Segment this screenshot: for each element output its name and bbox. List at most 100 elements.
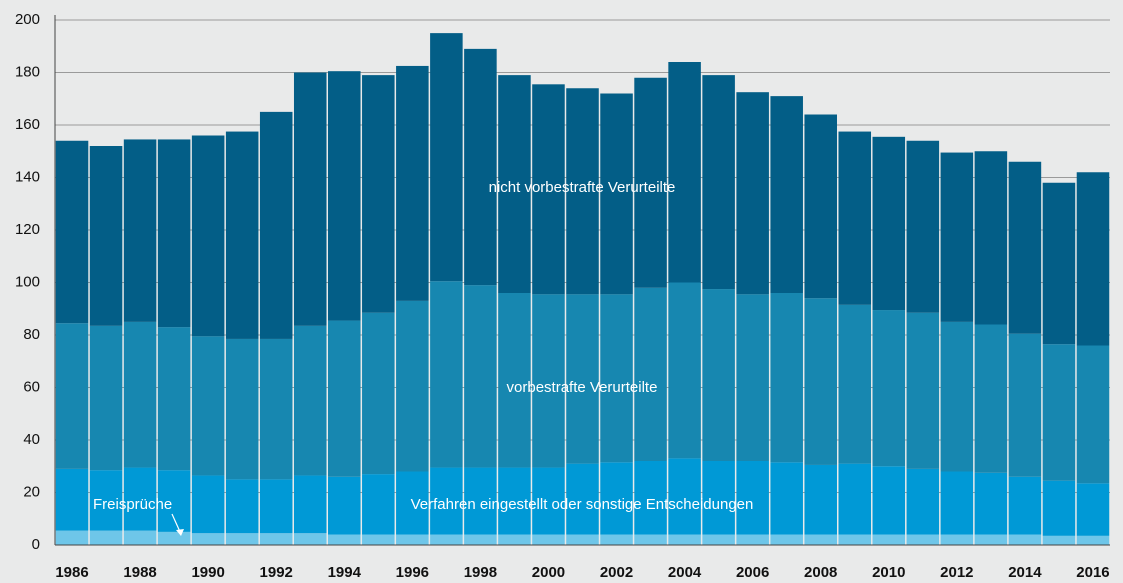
bar-segment	[634, 287, 667, 461]
y-tick-label: 60	[23, 378, 40, 395]
y-tick-label: 120	[15, 221, 40, 238]
bar-segment	[362, 75, 395, 313]
bar-segment	[736, 461, 769, 535]
bar-segment	[293, 325, 327, 476]
bar-segment	[396, 471, 429, 535]
bar-segment	[906, 534, 940, 545]
x-tick-label: 1994	[328, 564, 362, 581]
bar-segment	[566, 88, 599, 295]
bar-segment	[191, 135, 225, 337]
bar-segment	[191, 336, 225, 476]
bar-segment	[464, 285, 497, 468]
bar-segment	[940, 152, 974, 322]
bar-segment	[55, 468, 89, 531]
bar-segment	[362, 312, 395, 475]
bar-segment	[974, 534, 1008, 545]
x-tick-label: 2010	[872, 564, 905, 581]
bar-segment	[804, 298, 837, 465]
bar-segment	[838, 463, 872, 535]
bar-segment	[1076, 483, 1110, 536]
bar-segment	[225, 533, 259, 545]
x-tick-label: 1990	[191, 564, 224, 581]
bar-segment	[1008, 534, 1042, 545]
bar-segment	[1008, 161, 1042, 334]
x-tick-label: 1996	[396, 564, 429, 581]
bar-segment	[940, 321, 974, 472]
bar-segment	[702, 461, 735, 535]
bar-segment	[396, 65, 429, 301]
bar-segment	[430, 281, 463, 468]
bar-segment	[498, 75, 531, 293]
x-tick-label: 1998	[464, 564, 497, 581]
y-tick-label: 40	[23, 431, 40, 448]
bar-segment	[225, 131, 259, 339]
bar-segment	[328, 71, 361, 321]
x-tick-label: 2012	[940, 564, 973, 581]
bar-segment	[600, 462, 633, 535]
bar-segment	[974, 324, 1008, 473]
x-tick-label: 2014	[1008, 564, 1042, 581]
y-tick-label: 0	[32, 536, 40, 553]
bar-segment	[123, 321, 157, 468]
bar-segment	[566, 294, 599, 464]
bar-segment	[974, 151, 1008, 325]
bar-segment	[464, 467, 497, 535]
bar-segment	[872, 466, 906, 535]
bar-segment	[89, 530, 123, 545]
y-tick-label: 200	[15, 11, 40, 28]
bar-segment	[770, 96, 803, 293]
bar-segment	[634, 77, 667, 288]
bar-segment	[225, 479, 259, 534]
series-label: vorbestrafte Verurteilte	[507, 379, 658, 396]
bar-segment	[396, 300, 429, 472]
bar-segment	[293, 72, 327, 326]
bar-segment	[191, 533, 225, 545]
bar-segment	[259, 338, 293, 480]
bar-segment	[55, 140, 89, 324]
bar-segment	[532, 534, 565, 545]
bar-segment	[668, 458, 701, 535]
bar-segment	[1076, 172, 1110, 346]
bar-segment	[804, 114, 837, 299]
bar-segment	[634, 461, 667, 535]
bar-segment	[1042, 344, 1076, 481]
labels: Freisprüche Verfahren eingestellt oder s…	[93, 179, 753, 536]
y-tick-label: 100	[15, 273, 40, 290]
x-tick-label: 1986	[55, 564, 88, 581]
bar-segment	[430, 534, 463, 545]
bar-segment	[532, 467, 565, 535]
bar-segment	[940, 534, 974, 545]
bar-segment	[464, 48, 497, 286]
bar-segment	[328, 476, 361, 535]
bars: 1986 1988 1990 1992 1994 1996 1998 2000 2002 2004…	[55, 33, 1110, 581]
bar-segment	[157, 139, 191, 328]
x-tick-label: 2000	[532, 564, 565, 581]
bar-segment	[838, 131, 872, 305]
bar-segment	[259, 533, 293, 545]
y-tick-label: 80	[23, 326, 40, 343]
bar-segment	[430, 33, 463, 282]
series-label: nicht vorbestrafte Verurteilte	[489, 179, 676, 196]
bar-segment	[362, 534, 395, 545]
y-tick-label: 180	[15, 63, 40, 80]
bar-segment	[906, 468, 940, 535]
bar-segment	[293, 475, 327, 534]
bar-segment	[532, 84, 565, 295]
bar-segment	[259, 479, 293, 534]
x-tick-label: 2006	[736, 564, 769, 581]
bar-segment	[328, 320, 361, 477]
bar-segment	[838, 534, 872, 545]
bar-segment	[498, 293, 531, 468]
bar-segment	[566, 463, 599, 535]
bar-segment	[328, 534, 361, 545]
bar-segment	[123, 530, 157, 545]
bar-segment	[1042, 480, 1076, 536]
bar-segment	[804, 464, 837, 535]
bar-segment	[225, 338, 259, 480]
bar-segment	[566, 534, 599, 545]
bar-segment	[838, 304, 872, 464]
bar-segment	[906, 312, 940, 469]
bar-segment	[1042, 535, 1076, 545]
bar-segment	[123, 139, 157, 322]
